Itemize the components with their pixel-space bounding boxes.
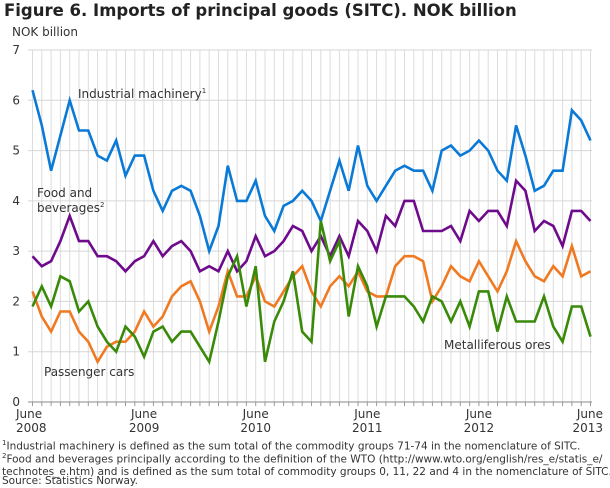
footnote-text: Food and beverages principally according…: [6, 453, 603, 466]
series-line-industrial-machinery: [31, 89, 592, 256]
footnote-mark: 2: [2, 452, 7, 460]
x-tick-label: 2009: [129, 421, 160, 435]
x-tick-label: 2012: [464, 421, 495, 435]
y-tick-label: 1: [12, 345, 20, 359]
y-tick-label: 0: [12, 395, 20, 409]
x-tick-label: 2011: [352, 421, 383, 435]
series-line-passenger-cars: [31, 237, 592, 365]
label-food-and-beverages: beverages2: [37, 201, 105, 215]
label-food-and-beverages: Food and: [37, 186, 92, 200]
x-tick-label: June: [15, 407, 42, 421]
x-tick-label: June: [353, 407, 380, 421]
x-tick-label: June: [465, 407, 492, 421]
series-line-metalliferous-ores: [31, 220, 592, 366]
footnote-mark: 1: [2, 439, 7, 447]
x-tick-label: 2010: [240, 421, 271, 435]
x-tick-label: 2013: [572, 421, 603, 435]
x-tick-label: 2008: [16, 421, 47, 435]
y-tick-label: 3: [12, 244, 20, 258]
y-tick-label: 7: [12, 43, 20, 57]
x-tick-label: June: [576, 407, 603, 421]
footnote-text: Industrial machinery is defined as the s…: [6, 440, 581, 453]
y-tick-label: 2: [12, 294, 20, 308]
label-metalliferous-ores: Metalliferous ores: [444, 338, 551, 352]
y-tick-label: 5: [12, 144, 20, 158]
y-tick-label: 6: [12, 93, 20, 107]
x-tick-label: June: [242, 407, 269, 421]
label-passenger-cars: Passenger cars: [44, 365, 134, 379]
label-industrial-machinery: Industrial machinery1: [78, 87, 206, 101]
y-axis-label: NOK billion: [12, 25, 79, 39]
x-tick-label: June: [130, 407, 157, 421]
y-tick-label: 4: [12, 194, 20, 208]
chart-title: Figure 6. Imports of principal goods (SI…: [4, 1, 517, 20]
footnote-1: 1Industrial machinery is defined as the …: [2, 437, 580, 453]
footnote-2: 2Food and beverages principally accordin…: [2, 450, 610, 479]
footnote-text: technotes_e.htm) and is defined as the s…: [2, 466, 610, 478]
source-note: Source: Statistics Norway.: [2, 475, 138, 487]
series-line-food-and-beverages: [31, 177, 592, 274]
